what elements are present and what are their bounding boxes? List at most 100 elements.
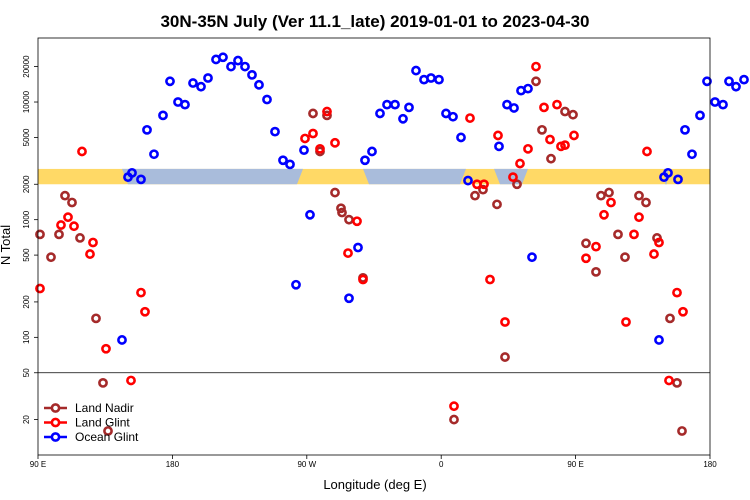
ocean-glint-point-30 xyxy=(367,146,377,157)
y-axis-label: N Total xyxy=(0,225,13,265)
ocean-glint-point-7 xyxy=(165,76,175,87)
land-glint-point-25 xyxy=(500,317,510,327)
land-nadir-point-24 xyxy=(537,124,547,135)
land-nadir-point-37 xyxy=(665,313,675,324)
x-tick-label-3: 0 xyxy=(439,460,444,469)
x-tick-label-1: 180 xyxy=(166,460,180,469)
ocean-glint-point-27 xyxy=(344,293,354,304)
ocean-glint-point-3 xyxy=(136,174,146,185)
land-nadir-point-27 xyxy=(568,109,578,120)
land-glint-point-29 xyxy=(531,61,541,72)
land-nadir-point-9 xyxy=(308,108,318,119)
y-tick-label-8: 10000 xyxy=(22,90,31,113)
land-glint-point-8 xyxy=(126,375,136,386)
land-nadir-point-12 xyxy=(330,187,340,198)
legend-marker-land-nadir xyxy=(50,403,61,413)
ocean-glint-point-36 xyxy=(411,65,421,76)
ocean-glint-point-9 xyxy=(180,99,190,110)
land-glint-point-47 xyxy=(672,287,682,298)
legend-label-land-glint: Land Glint xyxy=(75,416,130,430)
legend-marker-land-glint xyxy=(50,417,61,428)
ocean-glint-point-23 xyxy=(285,159,295,170)
land-glint-point-12 xyxy=(308,128,318,139)
ocean-glint-point-55 xyxy=(687,149,697,160)
plot-frame xyxy=(37,37,711,456)
land-glint-point-5 xyxy=(85,249,95,259)
ocean-glint-point-60 xyxy=(724,76,734,87)
land-nadir-point-35 xyxy=(641,197,651,208)
land-glint-point-40 xyxy=(634,212,644,223)
land-glint-point-28 xyxy=(523,143,533,154)
ocean-glint-point-57 xyxy=(702,76,712,87)
land-glint-point-45 xyxy=(654,237,664,248)
land-glint-point-46 xyxy=(664,375,674,386)
legend-marker-ocean-glint xyxy=(50,432,61,442)
land-nadir-point-17 xyxy=(449,414,459,425)
land-glint-point-38 xyxy=(599,209,609,220)
land-nadir-point-7 xyxy=(98,377,108,388)
ocean-glint-point-19 xyxy=(254,79,264,90)
land-nadir-point-15 xyxy=(344,214,354,225)
land-nadir-point-18 xyxy=(470,190,480,201)
land-nadir-point-28 xyxy=(581,238,591,249)
ocean-glint-point-6 xyxy=(158,110,168,121)
land-nadir-point-32 xyxy=(613,229,623,240)
y-tick-label-3: 200 xyxy=(22,295,31,309)
chart-title: 30N-35N July (Ver 11.1_late) 2019-01-01 … xyxy=(160,12,589,31)
y-tick-label-6: 2000 xyxy=(22,175,31,193)
y-tick-label-1: 50 xyxy=(22,368,31,377)
ocean-glint-point-46 xyxy=(509,103,519,113)
land-nadir-point-3 xyxy=(60,190,70,201)
ocean-glint-point-39 xyxy=(434,74,444,85)
ocean-glint-point-54 xyxy=(680,124,690,135)
land-nadir-point-8 xyxy=(103,426,113,436)
land-nadir-point-14 xyxy=(337,207,347,218)
ocean-glint-point-32 xyxy=(382,99,392,110)
land-glint-point-44 xyxy=(649,249,659,259)
ocean-glint-point-35 xyxy=(404,102,414,113)
ocean-glint-point-26 xyxy=(305,209,315,220)
axes: 20 50 100 200 500 1000 2000 5000 10000 20000 90 E 1… xyxy=(22,37,717,469)
ocean-glint-point-28 xyxy=(353,242,363,253)
land-glint-point-35 xyxy=(569,130,579,141)
land-glint-point-48 xyxy=(678,306,688,317)
ocean-glint-point-38 xyxy=(426,73,436,83)
land-glint-point-14 xyxy=(322,106,332,117)
land-glint-point-11 xyxy=(300,133,310,144)
y-tick-label-2: 100 xyxy=(22,330,31,344)
land-glint-point-16 xyxy=(343,248,353,258)
ocean-glint-point-4 xyxy=(142,124,152,135)
legend-label-land-nadir: Land Nadir xyxy=(75,401,134,415)
data-band xyxy=(38,168,710,185)
land-nadir-point-1 xyxy=(46,252,56,263)
land-nadir-point-11 xyxy=(322,110,332,121)
ocean-glint-point-25 xyxy=(299,145,309,156)
ocean-glint-point-49 xyxy=(527,252,537,263)
ocean-glint-point-0 xyxy=(117,335,127,345)
y-tick-label-7: 5000 xyxy=(22,128,31,146)
land-glint-point-27 xyxy=(515,158,525,169)
band-blue-segment-0 xyxy=(122,168,303,185)
land-glint-point-15 xyxy=(330,137,340,148)
ocean-glint-point-2 xyxy=(127,167,137,178)
land-nadir-point-4 xyxy=(67,197,77,208)
land-glint-point-31 xyxy=(545,134,555,145)
land-nadir-point-13 xyxy=(336,203,346,214)
ocean-glint-point-59 xyxy=(718,99,728,110)
land-nadir-point-0 xyxy=(35,229,45,240)
ocean-glint-point-24 xyxy=(291,279,301,290)
land-glint-point-9 xyxy=(136,287,146,298)
ocean-glint-point-11 xyxy=(196,81,206,92)
ocean-glint-point-12 xyxy=(203,73,213,83)
land-glint-point-37 xyxy=(591,241,601,252)
land-glint-point-36 xyxy=(581,253,591,264)
ocean-glint-point-33 xyxy=(390,99,400,110)
ocean-glint-point-21 xyxy=(270,126,280,137)
land-glint-point-24 xyxy=(493,130,503,141)
land-glint-point-6 xyxy=(88,237,98,248)
land-glint-point-1 xyxy=(56,220,66,230)
land-nadir-point-19 xyxy=(478,184,488,195)
ocean-glint-point-29 xyxy=(360,155,370,166)
ocean-glint-point-48 xyxy=(523,83,533,94)
